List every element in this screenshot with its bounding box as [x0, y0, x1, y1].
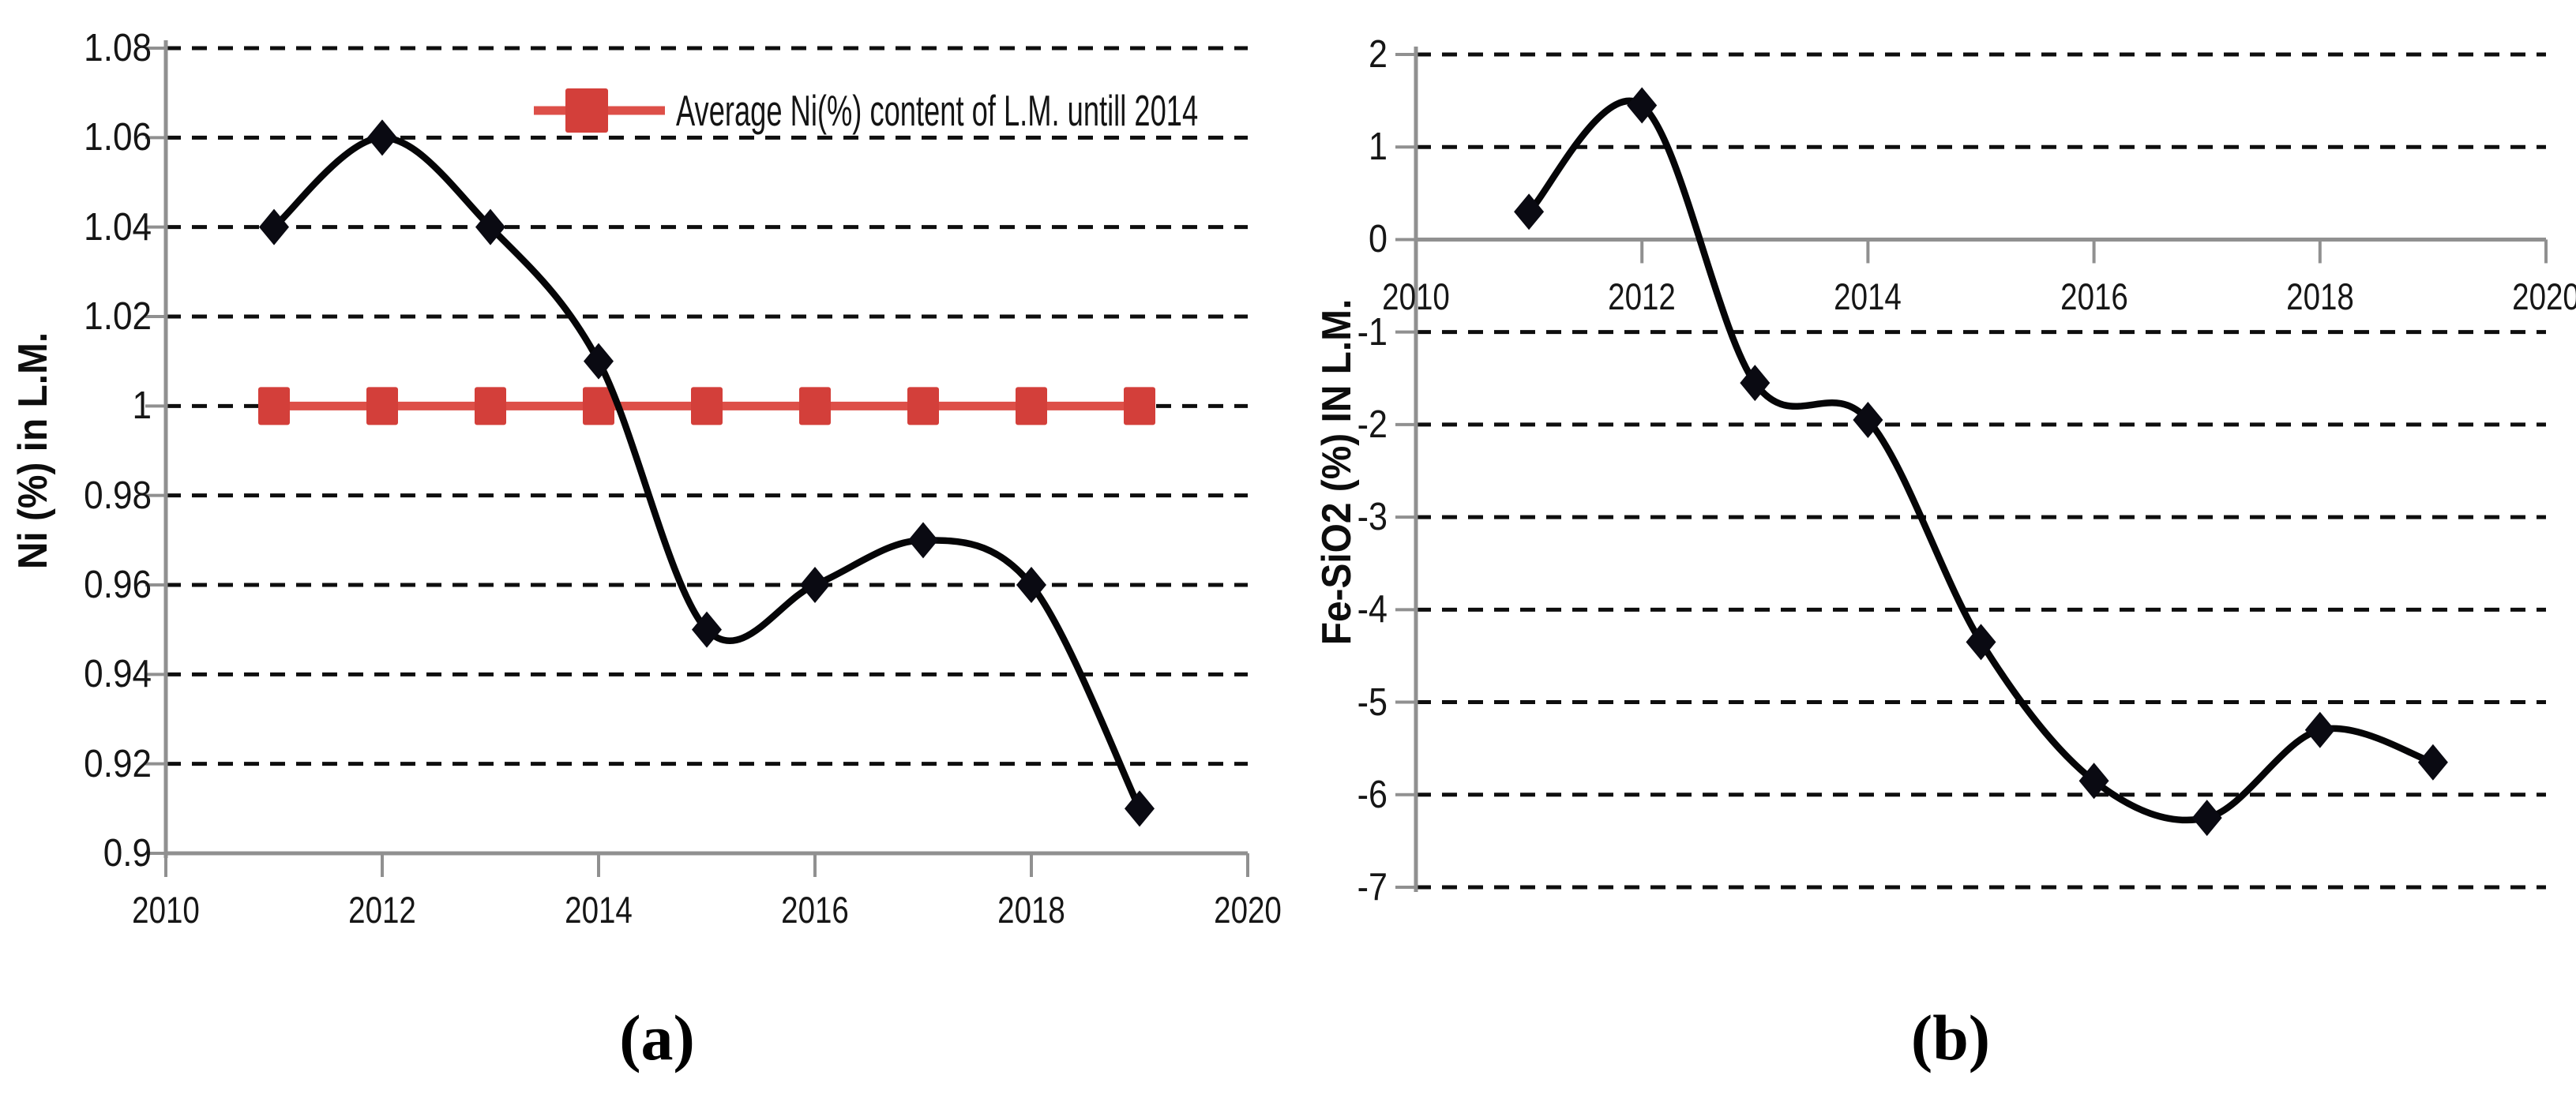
y-tick-label: 0.94: [84, 653, 152, 696]
x-tick-label: 2016: [2060, 275, 2128, 317]
y-tick-label: 1: [132, 384, 152, 428]
y-tick-label: -6: [1357, 773, 1388, 816]
y-tick-label: -5: [1357, 680, 1388, 724]
marker-diamond-fe-sio2-2011: [1514, 193, 1545, 230]
marker-diamond-fe-sio2-2012: [1627, 87, 1658, 124]
x-tick-label: 2018: [2285, 275, 2354, 317]
y-tick-label: 1.08: [84, 27, 152, 69]
x-tick-label: 2010: [132, 889, 200, 931]
marker-square-average-2018: [1016, 387, 1047, 425]
marker-square-average-2011: [258, 387, 290, 425]
marker-diamond-fe-sio2-2017: [2191, 800, 2222, 837]
marker-diamond-ni-content-2014: [584, 343, 614, 380]
marker-square-average-2012: [366, 387, 398, 425]
marker-diamond-fe-sio2-2018: [2304, 711, 2335, 748]
marker-square-average-2016: [799, 387, 831, 425]
marker-diamond-fe-sio2-2016: [2078, 763, 2109, 800]
marker-diamond-fe-sio2-2019: [2417, 744, 2448, 781]
marker-diamond-ni-content-2018: [1016, 567, 1046, 603]
y-tick-label: -3: [1357, 496, 1388, 539]
marker-square-average-2013: [475, 387, 506, 425]
x-tick-label: 2016: [781, 889, 849, 931]
chart-a: Ni (%) in L.M. Average Ni(%) content of …: [0, 0, 1287, 1098]
y-tick-label: 1.04: [84, 205, 152, 249]
y-tick-label: 0.9: [103, 832, 152, 875]
marker-diamond-ni-content-2012: [367, 119, 397, 156]
marker-diamond-ni-content-2017: [908, 522, 938, 559]
y-tick-label: -4: [1357, 588, 1388, 631]
legend-marker-graphic: [534, 88, 665, 133]
marker-square-average-2014: [583, 387, 614, 425]
marker-square-average-2015: [691, 387, 723, 425]
marker-diamond-fe-sio2-2013: [1740, 365, 1771, 402]
chart-b-plot-area: [1395, 47, 2548, 892]
chart-a-caption: (a): [619, 1002, 695, 1074]
marker-diamond-ni-content-2016: [800, 567, 830, 603]
legend-square: [565, 88, 608, 133]
chart-b: Fe-SiO2 (%) IN L.M. (b) 2 1 0 -1 -2 -3 -4 -5 -6-…: [1287, 0, 2576, 1098]
y-tick-label: 0: [1369, 218, 1388, 261]
y-tick-label: 0.92: [84, 742, 152, 785]
x-tick-label: 2014: [1834, 275, 1902, 317]
marker-square-average-2017: [907, 387, 939, 425]
marker-square-average-2019: [1124, 387, 1155, 425]
series-line-ni-content: [270, 134, 1143, 812]
x-tick-label: 2010: [1382, 275, 1450, 317]
marker-diamond-ni-content-2011: [259, 208, 289, 245]
y-tick-label: 2: [1369, 33, 1388, 76]
y-tick-label: 1.06: [84, 116, 152, 159]
x-tick-label: 2020: [2512, 275, 2576, 317]
x-tick-label: 2012: [1608, 275, 1677, 317]
chart-a-plot-area: [145, 40, 1249, 877]
y-tick-label: 1.02: [84, 295, 152, 338]
series-line-fe-sio2: [1525, 97, 2437, 824]
x-tick-label: 2020: [1214, 889, 1282, 931]
marker-diamond-ni-content-2013: [475, 208, 505, 245]
marker-diamond-ni-content-2019: [1125, 790, 1155, 827]
chart-a-legend: Average Ni(%) content of L.M. untill 201…: [532, 85, 1467, 136]
y-tick-label: -1: [1357, 310, 1388, 354]
y-tick-label: 0.96: [84, 564, 152, 606]
x-tick-label: 2012: [348, 889, 416, 931]
marker-diamond-fe-sio2-2014: [1853, 402, 1883, 439]
y-tick-label: -7: [1357, 866, 1388, 909]
y-tick-label: 0.98: [84, 474, 152, 517]
legend-label: Average Ni(%) content of L.M. untill 201…: [676, 86, 1199, 135]
x-tick-label: 2018: [997, 889, 1065, 931]
marker-diamond-fe-sio2-2015: [1966, 624, 1996, 661]
legend-red-square-marker: [532, 85, 668, 136]
chart-b-caption: (b): [1910, 1002, 1991, 1074]
y-tick-label: -2: [1357, 403, 1388, 446]
x-tick-label: 2014: [565, 889, 633, 931]
y-tick-label: 1: [1369, 126, 1388, 169]
marker-diamond-ni-content-2015: [692, 611, 722, 648]
